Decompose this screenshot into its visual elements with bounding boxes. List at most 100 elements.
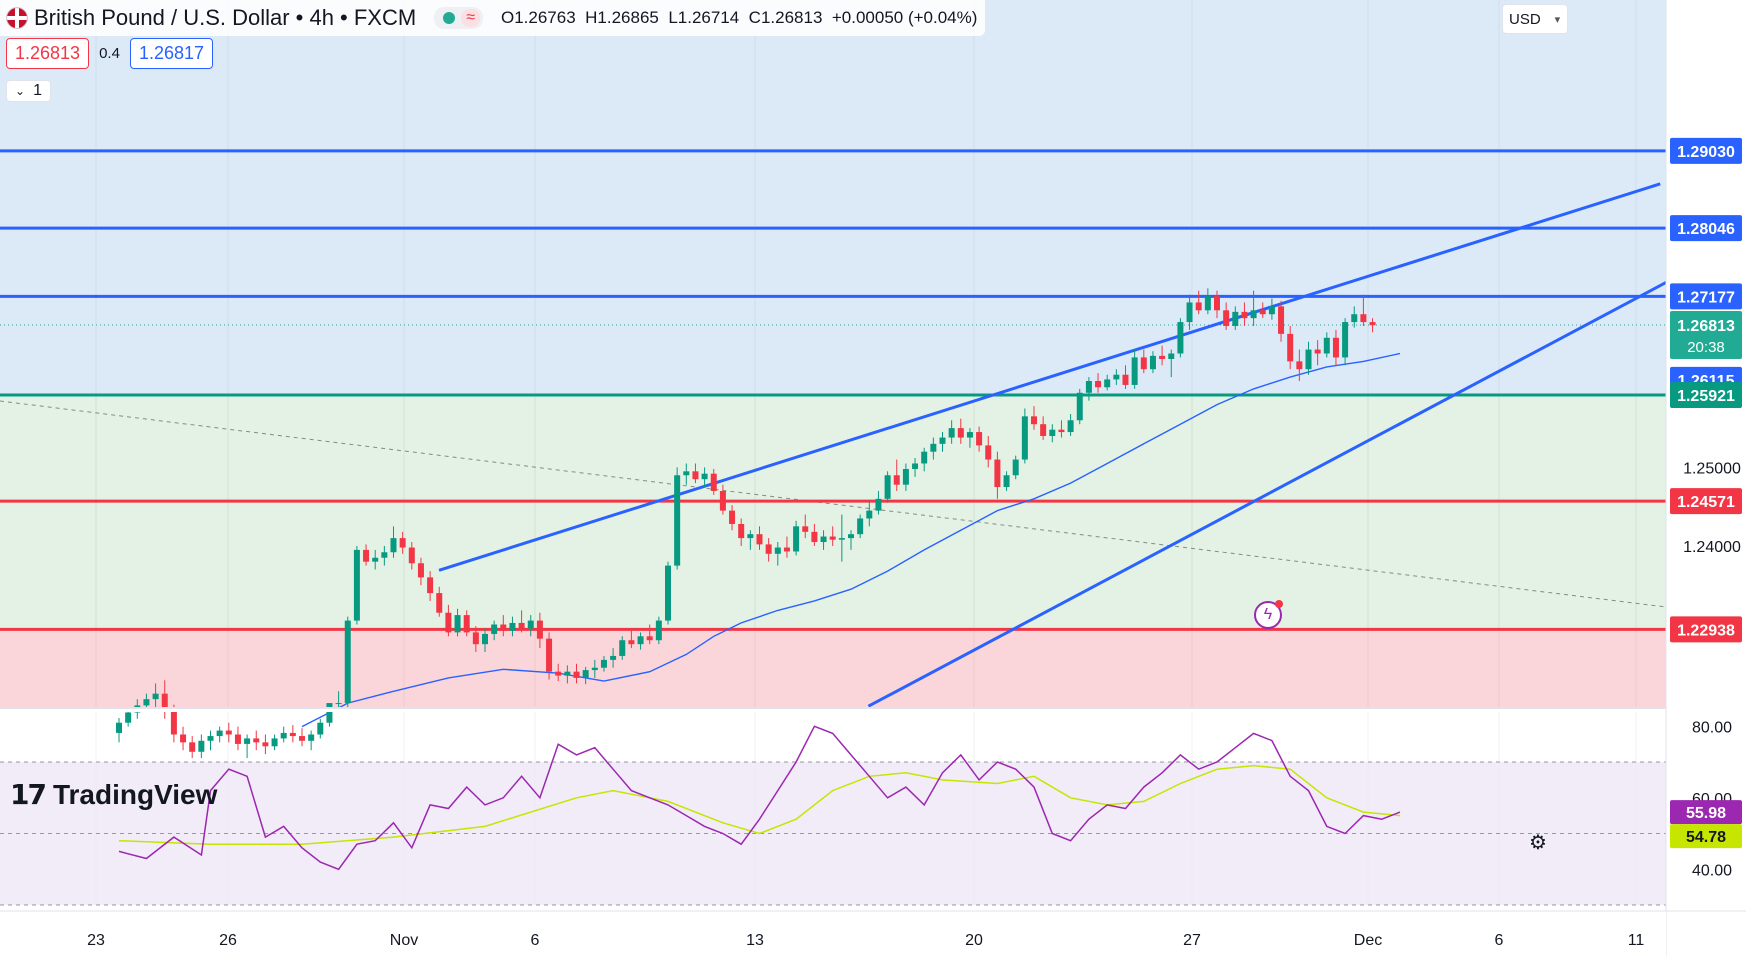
current-price-label: 1.26813 20:38 [1670, 310, 1742, 359]
candle [1278, 300, 1285, 342]
candle [1095, 373, 1102, 393]
candle-body [966, 432, 973, 438]
candle [1195, 290, 1202, 315]
candle-body [253, 738, 260, 743]
candle [564, 665, 571, 684]
candle-body [1195, 302, 1202, 311]
candle-body [774, 547, 781, 554]
candle [591, 659, 598, 678]
candle-body [399, 538, 406, 548]
candle [152, 683, 159, 707]
candle-body [646, 636, 653, 641]
candle [1122, 365, 1129, 389]
sell-button[interactable]: 1.26813 [6, 38, 90, 69]
candle [921, 447, 928, 472]
candle-body [857, 518, 864, 535]
candle [216, 726, 223, 743]
candle [1323, 332, 1330, 358]
candle-body [802, 526, 809, 532]
level-label-bg [1670, 616, 1742, 643]
currency-label: USD [1509, 10, 1541, 28]
candle-body [1067, 420, 1074, 433]
market-status-pill[interactable]: ≈ [434, 7, 483, 29]
candle-body [436, 593, 443, 613]
candle [317, 718, 324, 739]
candle [600, 655, 607, 672]
candle [408, 542, 415, 570]
symbol-legend: British Pound / U.S. Dollar • 4h • FXCM … [0, 0, 986, 36]
candle-body [180, 734, 187, 743]
candle [500, 615, 507, 637]
candle [1296, 349, 1303, 381]
candle-body [244, 738, 251, 744]
candle-body [738, 523, 745, 539]
candle [1021, 408, 1028, 464]
candle [1214, 290, 1220, 319]
gear-icon[interactable]: ⚙ [1529, 831, 1547, 854]
candle [966, 428, 973, 448]
candle [253, 730, 260, 751]
candle-body [408, 547, 415, 564]
candle [710, 468, 717, 495]
signal-value-label: 54.78 [1670, 824, 1742, 849]
candle-body [445, 612, 452, 633]
candle [774, 542, 781, 566]
candle [573, 663, 580, 684]
candle-body [1296, 361, 1303, 370]
level-label-text: 1.25921 [1677, 388, 1735, 405]
level-label: 1.24571 [1670, 488, 1742, 515]
candle [472, 626, 479, 653]
candle-body [1287, 333, 1294, 362]
candle [1332, 329, 1339, 366]
candle-body [902, 468, 909, 485]
candle [884, 471, 891, 503]
candle-body [838, 538, 845, 540]
candle-body [152, 693, 159, 700]
indicators-toggle[interactable]: ⌄ 1 [6, 80, 51, 102]
candle-body [344, 620, 351, 704]
candle [244, 734, 251, 759]
candle-body [1159, 355, 1166, 359]
candle [555, 663, 562, 682]
candle [1049, 424, 1056, 443]
candle [811, 523, 818, 546]
candle [1232, 306, 1239, 330]
candle [646, 624, 653, 645]
alerts-bolt-icon[interactable]: ϟ [1254, 600, 1283, 629]
candle-body [1314, 349, 1321, 354]
currency-selector[interactable]: USD ▾ [1502, 4, 1568, 34]
candle-body [308, 734, 315, 741]
candle [1287, 326, 1294, 370]
candle [1131, 349, 1138, 389]
candle-body [976, 432, 983, 446]
candle-body [390, 538, 397, 553]
candle [930, 437, 937, 460]
candle [289, 725, 296, 743]
candle-body [234, 734, 241, 744]
candle [985, 435, 992, 468]
candle-body [948, 428, 955, 438]
candle-body [1040, 424, 1047, 436]
candle [1040, 416, 1047, 440]
candle [902, 463, 909, 491]
candle-body [756, 534, 763, 545]
candle-body [582, 670, 589, 678]
candle-body [198, 740, 205, 752]
symbol-title[interactable]: British Pound / U.S. Dollar • 4h • FXCM [34, 5, 417, 30]
candle-body [1149, 355, 1156, 370]
candle [1159, 345, 1166, 366]
candle-body [610, 655, 617, 660]
candle [719, 484, 726, 515]
candle-body [884, 475, 891, 499]
candle [207, 730, 214, 751]
candle [1012, 455, 1019, 480]
buy-button[interactable]: 1.26817 [129, 38, 214, 69]
candle [1351, 306, 1358, 328]
candle [225, 722, 232, 743]
candle [491, 620, 498, 641]
candle-body [820, 536, 827, 543]
candle [381, 545, 388, 566]
candle-body [1003, 475, 1010, 488]
